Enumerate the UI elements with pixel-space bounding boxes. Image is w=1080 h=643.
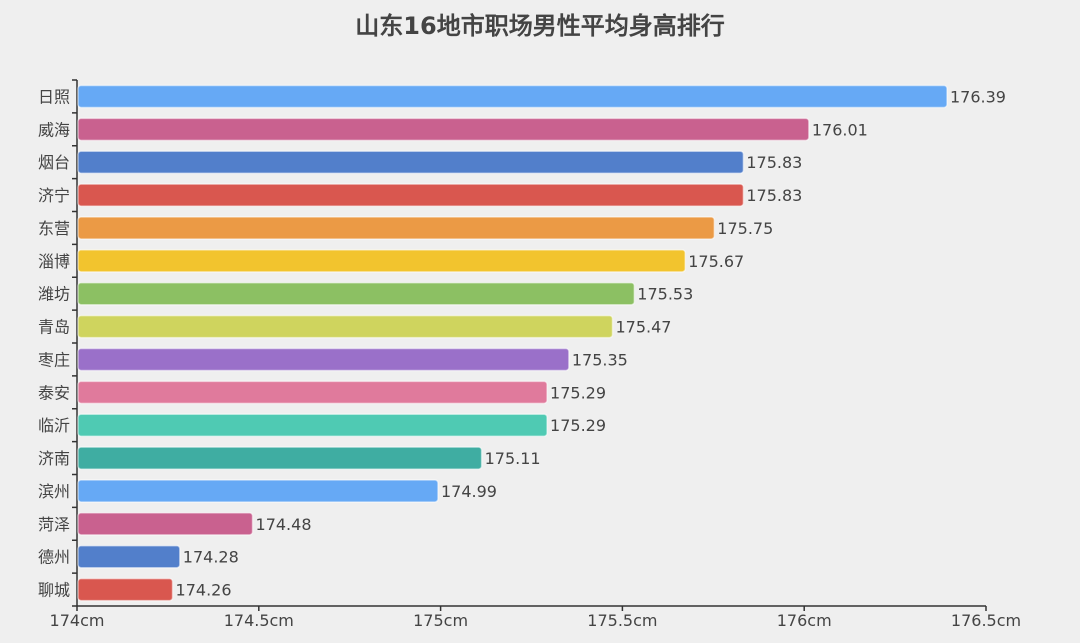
bar-东营 xyxy=(77,216,716,240)
x-tick-label: 175.5cm xyxy=(587,611,657,630)
category-label: 滨州 xyxy=(38,482,70,501)
category-label: 威海 xyxy=(38,120,70,139)
x-tick-label: 175cm xyxy=(413,611,468,630)
bar-济宁 xyxy=(77,183,745,207)
x-tick-label: 176.5cm xyxy=(951,611,1021,630)
data-label: 175.11 xyxy=(485,449,541,468)
data-label: 175.29 xyxy=(550,383,606,402)
category-label: 济宁 xyxy=(38,186,70,205)
category-label: 枣庄 xyxy=(38,350,70,369)
data-label: 175.83 xyxy=(746,153,802,172)
bar-青岛 xyxy=(77,314,614,339)
bar-日照 xyxy=(77,84,948,109)
data-label: 176.01 xyxy=(812,120,868,139)
x-tick-label: 176cm xyxy=(777,611,832,630)
category-label: 聊城 xyxy=(38,581,70,600)
data-label: 176.39 xyxy=(950,87,1006,106)
bar-临沂 xyxy=(77,413,548,437)
category-label: 德州 xyxy=(38,548,70,567)
bar-淄博 xyxy=(77,249,686,273)
category-label: 泰安 xyxy=(38,383,70,402)
x-tick-label: 174.5cm xyxy=(224,611,294,630)
bar-泰安 xyxy=(77,380,548,405)
bar-滨州 xyxy=(77,479,439,503)
data-label: 174.99 xyxy=(441,482,497,501)
category-label: 青岛 xyxy=(38,318,70,337)
data-label: 175.47 xyxy=(615,318,671,337)
data-label: 174.48 xyxy=(256,515,312,534)
category-label: 东营 xyxy=(38,219,70,238)
bar-潍坊 xyxy=(77,281,636,306)
data-label: 175.83 xyxy=(746,186,802,205)
bar-济南 xyxy=(77,446,483,470)
category-label: 临沂 xyxy=(38,416,70,435)
bar-威海 xyxy=(77,117,810,142)
bar-枣庄 xyxy=(77,347,570,372)
data-label: 174.28 xyxy=(183,548,239,567)
data-label: 175.29 xyxy=(550,416,606,435)
category-label: 济南 xyxy=(38,449,70,468)
x-tick-label: 174cm xyxy=(50,611,105,630)
data-label: 175.67 xyxy=(688,252,744,271)
bar-菏泽 xyxy=(77,512,254,536)
data-label: 175.35 xyxy=(572,350,628,369)
category-label: 淄博 xyxy=(38,252,70,271)
data-label: 174.26 xyxy=(176,581,232,600)
bar-烟台 xyxy=(77,150,745,174)
data-label: 175.75 xyxy=(717,219,773,238)
data-label: 175.53 xyxy=(637,285,693,304)
chart-title: 山东16地市职场男性平均身高排行 xyxy=(355,12,725,40)
category-label: 日照 xyxy=(38,87,70,106)
category-label: 烟台 xyxy=(38,153,70,172)
category-label: 潍坊 xyxy=(38,285,70,304)
bar-德州 xyxy=(77,544,181,569)
category-label: 菏泽 xyxy=(38,515,70,534)
bar-聊城 xyxy=(77,577,174,602)
